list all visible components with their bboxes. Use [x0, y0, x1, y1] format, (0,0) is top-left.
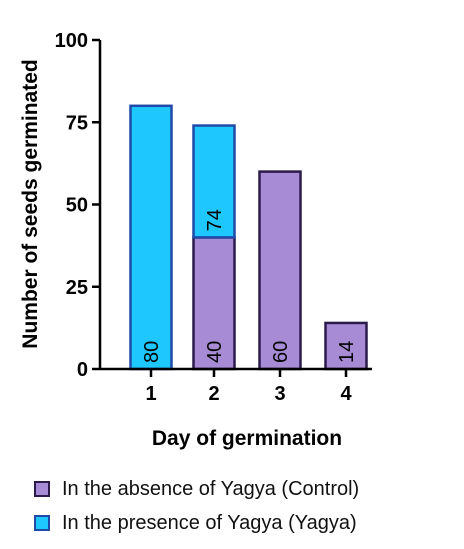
bar-control-day-2	[192, 236, 236, 371]
y-axis-ticks: 0 25 50 75 100	[55, 30, 100, 381]
legend-label-control: In the absence of Yagya (Control)	[62, 477, 360, 500]
legend: In the absence of Yagya (Control) In the…	[34, 472, 359, 540]
legend-item-control: In the absence of Yagya (Control)	[34, 472, 359, 506]
x-tick-label: 2	[208, 383, 219, 405]
y-tick-label: 100	[55, 30, 88, 52]
x-tick-label: 1	[145, 383, 156, 405]
bar-yagya-day-2	[192, 124, 236, 239]
legend-swatch-control	[34, 481, 50, 497]
y-tick-label: 75	[66, 112, 88, 134]
x-tick-label: 3	[274, 383, 285, 405]
y-tick-label: 50	[66, 195, 88, 217]
bar-yagya-day-1	[129, 104, 173, 371]
y-axis-title: Number of seeds germinated	[19, 59, 42, 348]
legend-label-yagya: In the presence of Yagya (Yagya)	[62, 511, 357, 534]
x-tick-label: 4	[340, 383, 352, 405]
data-label-control-day-2: 40	[204, 341, 226, 363]
y-tick-label: 0	[77, 359, 88, 381]
bars: 80 40 74 60 14	[129, 104, 368, 371]
data-label-yagya-day-2: 74	[204, 209, 226, 231]
bar-control-day-3	[258, 170, 302, 371]
y-tick-label: 25	[66, 277, 88, 299]
x-axis-title: Day of germination	[152, 427, 342, 450]
legend-swatch-yagya	[34, 515, 50, 531]
data-label-yagya-day-1: 80	[141, 341, 163, 363]
axes	[98, 40, 372, 371]
bar-control-day-4	[324, 321, 368, 371]
legend-item-yagya: In the presence of Yagya (Yagya)	[34, 506, 359, 540]
data-label-control-day-4: 14	[336, 341, 358, 363]
data-label-control-day-3: 60	[270, 341, 292, 363]
x-axis-ticks: 1 2 3 4	[145, 369, 352, 405]
